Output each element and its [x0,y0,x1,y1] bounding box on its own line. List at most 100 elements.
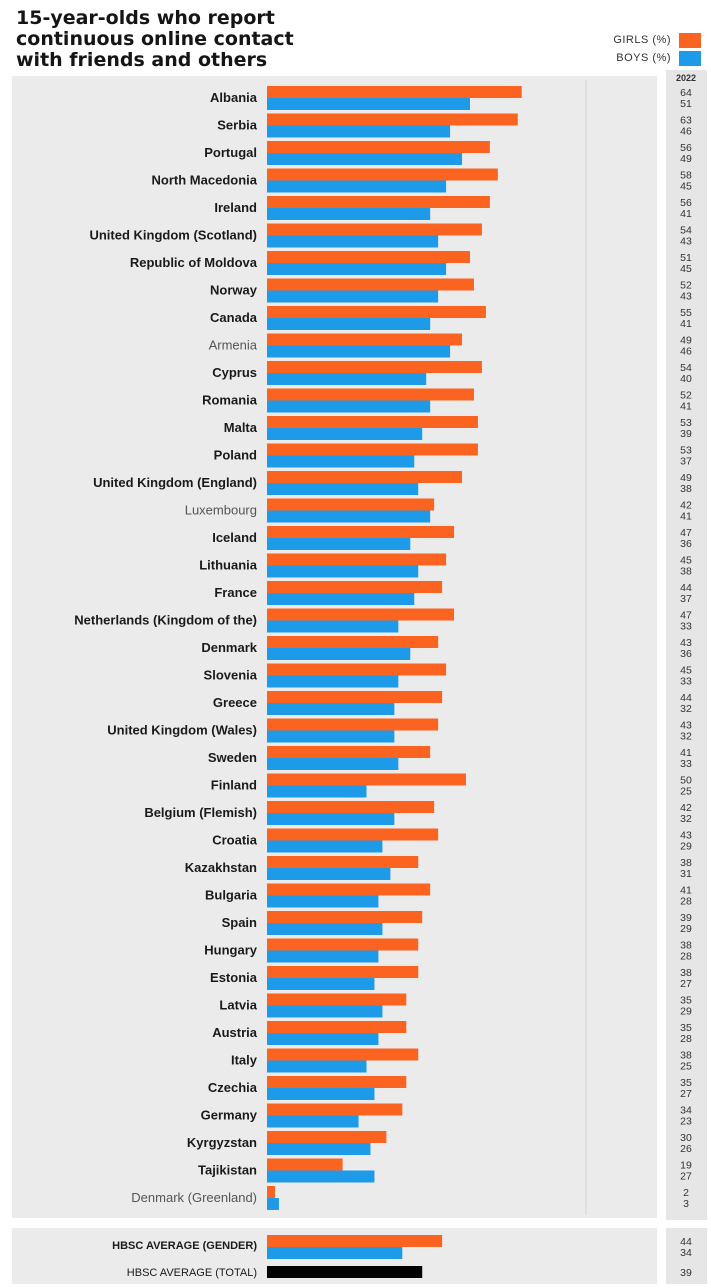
bar-boys [267,950,379,963]
bar-boys [267,483,419,495]
category-label: Portugal [204,145,257,160]
category-label: Ireland [214,200,257,215]
bar-girls [267,498,435,511]
value-label-girls: 52 [680,390,692,402]
average-total-label: HBSC AVERAGE (TOTAL) [127,1267,257,1279]
value-label-boys: 3 [683,1198,689,1210]
value-label-boys: 36 [680,538,692,550]
category-label: Cyprus [212,365,257,380]
bar-girls [267,1103,403,1116]
bar-girls [267,966,419,978]
value-label-girls: 38 [680,940,692,952]
bar-average-boys [267,1247,403,1259]
value-label-girls: 47 [680,527,692,539]
category-label: Kyrgyzstan [187,1135,257,1150]
value-label-girls: 39 [680,912,692,924]
value-label-girls: 35 [680,1077,692,1089]
bar-girls [267,416,478,428]
value-label-girls: 38 [680,1050,692,1062]
bar-boys [267,345,451,358]
legend-label-boys: BOYS (%) [616,52,671,64]
value-label-girls: 35 [680,995,692,1007]
value-label-girls: 64 [680,87,692,99]
bar-girls [267,1131,387,1143]
value-label-boys: 25 [680,786,692,798]
category-label: Italy [231,1053,258,1068]
value-label-boys: 41 [680,401,692,413]
category-label: United Kingdom (Scotland) [89,228,257,243]
value-label-boys: 32 [680,703,692,715]
value-label-girls: 41 [680,747,692,759]
bar-boys [267,455,415,468]
category-label: Kazakhstan [185,860,257,875]
value-label-boys: 41 [680,208,692,220]
bar-girls [267,718,439,731]
legend-swatch-boys [679,50,701,66]
bar-boys [267,1115,359,1128]
category-label: Tajikistan [198,1163,257,1178]
value-label-boys: 49 [680,153,692,165]
category-label: Croatia [212,833,258,848]
value-label-girls: 42 [680,802,692,814]
bar-girls [267,581,443,593]
legend-item-girls: GIRLS (%) [613,31,701,49]
value-label-girls: 44 [680,582,692,594]
value-label-girls: 43 [680,637,692,649]
value-label-girls: 43 [680,830,692,842]
bar-boys [267,895,379,908]
bar-girls [267,333,463,346]
value-label-boys: 26 [680,1143,692,1155]
value-label-girls: 42 [680,500,692,512]
category-label: Poland [214,448,257,463]
category-label: Denmark [201,640,257,655]
category-label: Bulgaria [205,888,258,903]
value-label-girls: 30 [680,1132,692,1144]
value-label-average-total: 39 [680,1267,692,1279]
category-label: Netherlands (Kingdom of the) [74,613,257,628]
bar-boys [267,923,383,935]
value-label-boys: 28 [680,896,692,908]
bar-girls [267,168,498,181]
bar-boys [267,978,375,990]
bar-girls [267,608,455,621]
value-label-girls: 50 [680,775,692,787]
value-label-girls: 38 [680,967,692,979]
bar-girls [267,361,482,373]
bar-girls [267,251,470,263]
value-label-boys: 33 [680,621,692,633]
value-label-boys: 32 [680,731,692,743]
bar-girls [267,746,431,758]
value-label-girls: 63 [680,115,692,127]
value-label-boys: 43 [680,236,692,248]
bar-boys [267,538,411,550]
bar-boys [267,620,399,633]
bar-girls [267,306,486,318]
bar-boys [267,675,399,688]
bar-boys [267,1143,371,1155]
bar-boys [267,1198,279,1210]
value-label-girls: 56 [680,197,692,209]
bar-boys [267,180,447,193]
value-label-boys: 29 [680,841,692,853]
value-label-boys: 41 [680,511,692,523]
bar-boys [267,730,395,743]
bar-boys [267,510,431,523]
bar-girls [267,993,407,1006]
bar-girls [267,553,447,566]
value-column-panel [666,70,707,1220]
bar-girls [267,911,423,923]
bar-girls [267,636,439,648]
value-label-boys: 51 [680,98,692,110]
value-label-girls: 45 [680,555,692,567]
bar-girls [267,443,478,456]
category-label: Hungary [204,943,258,958]
bar-average-total [267,1266,423,1278]
value-label-girls: 49 [680,472,692,484]
bar-boys [267,1170,375,1183]
category-label: Greece [213,695,257,710]
value-label-boys: 46 [680,126,692,138]
value-label-girls: 2 [683,1187,689,1199]
category-label: Romania [202,393,258,408]
bar-boys [267,290,439,303]
bar-boys [267,758,399,770]
